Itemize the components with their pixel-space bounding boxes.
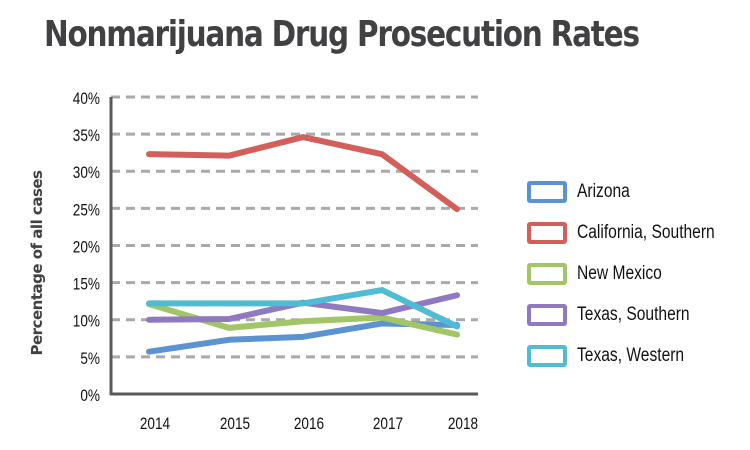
- legend-label: Arizona: [577, 180, 630, 202]
- y-tick-label: 35%: [73, 127, 100, 146]
- legend-item: Texas, Western: [527, 335, 745, 376]
- legend-swatch: [527, 221, 567, 244]
- legend-swatch: [527, 262, 567, 285]
- legend-item: Texas, Southern: [527, 294, 745, 335]
- legend-item: Arizona: [527, 171, 745, 212]
- legend-swatch: [527, 180, 567, 203]
- x-tick-label: 2018: [448, 415, 478, 434]
- legend-label: Texas, Western: [577, 344, 685, 366]
- y-tick-label: 5%: [80, 350, 100, 369]
- x-tick-label: 2016: [294, 415, 324, 434]
- y-tick-label: 0%: [80, 387, 100, 406]
- y-tick-label: 10%: [73, 312, 100, 331]
- legend-item: New Mexico: [527, 253, 745, 294]
- chart-title: Nonmarijuana Drug Prosecution Rates: [44, 14, 640, 55]
- y-tick-label: 15%: [73, 275, 100, 294]
- x-tick-label: 2017: [373, 415, 403, 434]
- y-tick-label: 40%: [73, 90, 100, 109]
- y-tick-label: 20%: [73, 238, 100, 257]
- legend-label: California, Southern: [577, 221, 715, 243]
- legend-swatch: [527, 344, 567, 367]
- series-line-texas-western: [146, 287, 460, 330]
- x-tick-label: 2014: [140, 415, 171, 434]
- legend-label: Texas, Southern: [577, 303, 690, 325]
- legend-swatch: [527, 303, 567, 326]
- legend-item: California, Southern: [527, 212, 745, 253]
- legend: Arizona California, Southern New Mexico Tex…: [527, 171, 745, 376]
- series-line-arizona: [146, 320, 460, 355]
- y-tick-label: 30%: [73, 164, 100, 183]
- x-tick-label: 2015: [220, 415, 250, 434]
- legend-label: New Mexico: [577, 262, 662, 284]
- series-line-california-southern: [146, 134, 460, 213]
- y-tick-label: 25%: [73, 201, 100, 220]
